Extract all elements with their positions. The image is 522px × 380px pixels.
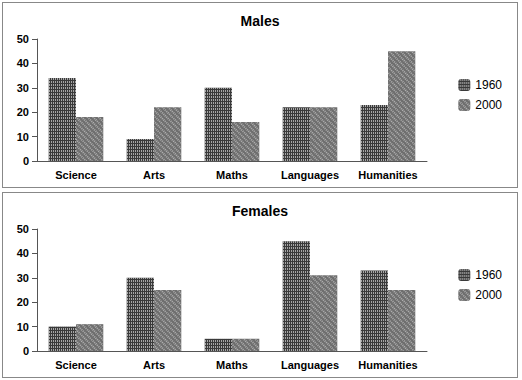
svg-text:Males: Males	[241, 13, 280, 29]
svg-text:50: 50	[17, 33, 29, 45]
svg-text:Females: Females	[232, 203, 288, 219]
svg-text:Science: Science	[55, 359, 97, 371]
svg-text:20: 20	[17, 296, 29, 308]
svg-text:40: 40	[17, 57, 29, 69]
svg-text:10: 10	[17, 321, 29, 333]
svg-text:Maths: Maths	[216, 169, 248, 181]
svg-text:2000: 2000	[475, 98, 502, 112]
svg-text:40: 40	[17, 247, 29, 259]
svg-text:Humanities: Humanities	[358, 359, 417, 371]
svg-text:30: 30	[17, 82, 29, 94]
svg-text:1960: 1960	[475, 268, 502, 282]
svg-text:0: 0	[23, 345, 29, 357]
svg-text:30: 30	[17, 272, 29, 284]
svg-text:10: 10	[17, 131, 29, 143]
svg-text:20: 20	[17, 106, 29, 118]
svg-text:Languages: Languages	[281, 359, 339, 371]
svg-text:2000: 2000	[475, 288, 502, 302]
svg-text:Maths: Maths	[216, 359, 248, 371]
svg-text:1960: 1960	[475, 78, 502, 92]
svg-text:0: 0	[23, 155, 29, 167]
svg-text:50: 50	[17, 223, 29, 235]
svg-text:Humanities: Humanities	[358, 169, 417, 181]
svg-text:Languages: Languages	[281, 169, 339, 181]
svg-text:Science: Science	[55, 169, 97, 181]
svg-text:Arts: Arts	[143, 169, 165, 181]
svg-text:Arts: Arts	[143, 359, 165, 371]
